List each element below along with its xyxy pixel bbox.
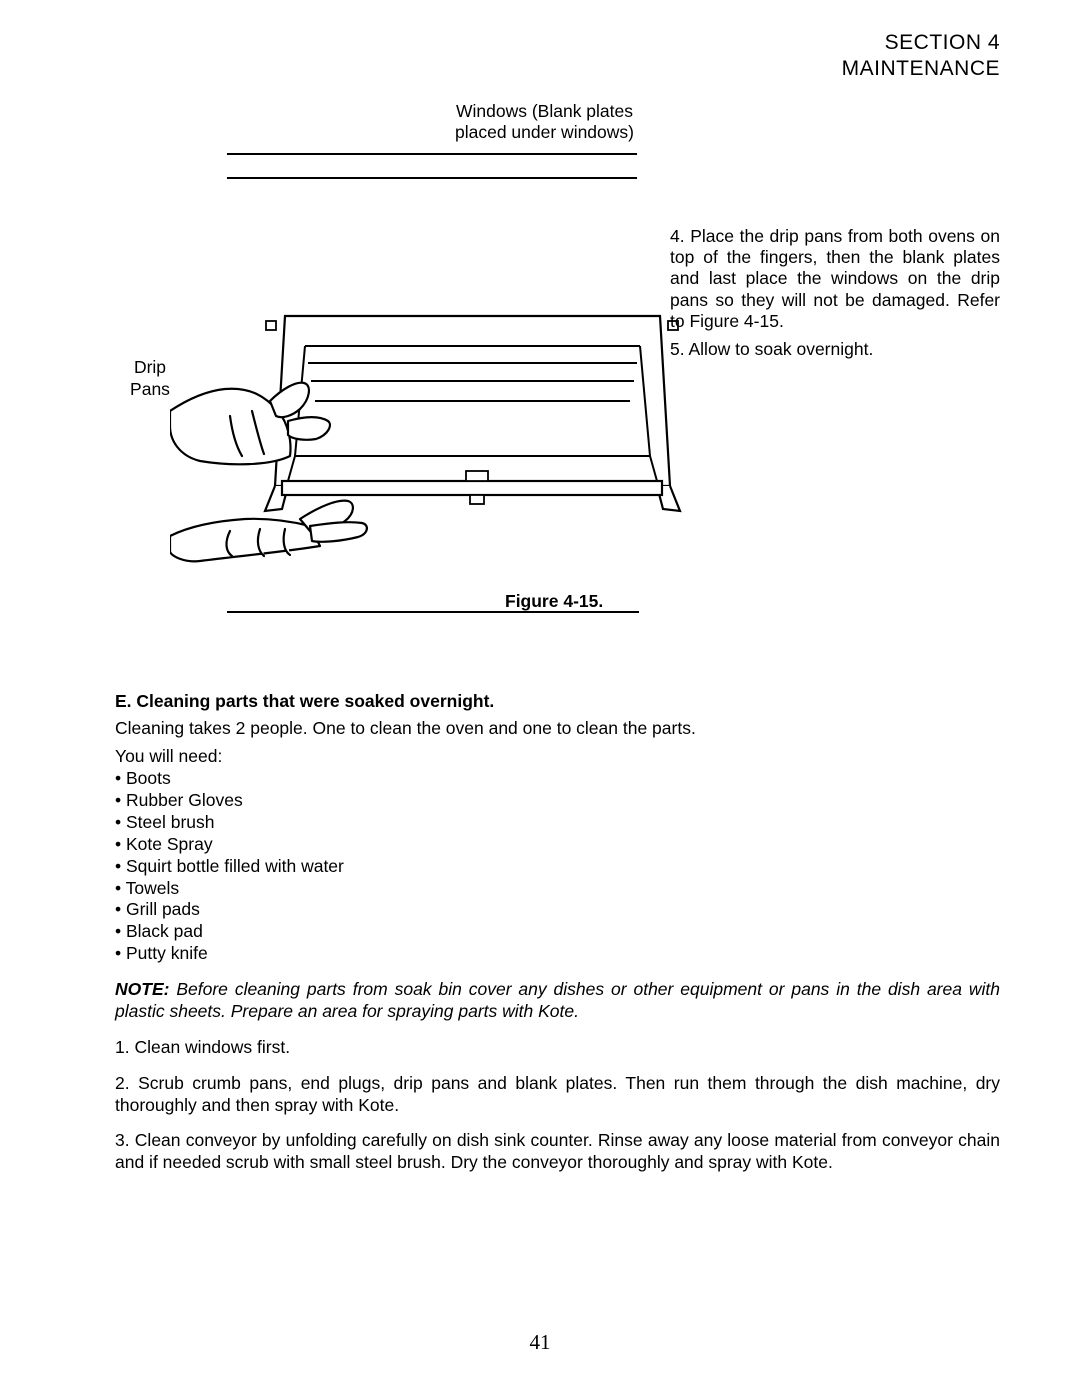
need-item: • Rubber Gloves (115, 790, 1000, 812)
step-1: 1. Clean windows first. (115, 1037, 1000, 1059)
right-para-2: 5. Allow to soak overnight. (670, 339, 1000, 360)
step-3: 3. Clean conveyor by unfolding carefully… (115, 1130, 1000, 1174)
right-para-1: 4. Place the drip pans from both ovens o… (670, 226, 1000, 333)
need-item: • Grill pads (115, 899, 1000, 921)
subsection-heading: E. Cleaning parts that were soaked overn… (115, 691, 1000, 713)
right-column: 4. Place the drip pans from both ovens o… (670, 226, 1000, 368)
section-header: SECTION 4 MAINTENANCE (115, 30, 1000, 83)
note-label: NOTE: (115, 979, 169, 999)
need-list: You will need: • Boots • Rubber Gloves •… (115, 746, 1000, 965)
drip-pan-illustration (170, 251, 690, 571)
page-number: 41 (0, 1330, 1080, 1355)
note-body: Before cleaning parts from soak bin cove… (115, 979, 1000, 1021)
need-item: • Kote Spray (115, 834, 1000, 856)
window-caption-l1: Windows (Blank plates (455, 101, 634, 123)
divider-line (227, 153, 637, 155)
divider-line (227, 611, 639, 613)
intro-paragraph: Cleaning takes 2 people. One to clean th… (115, 718, 1000, 740)
need-item: • Towels (115, 878, 1000, 900)
figure-caption: Figure 4-15. (505, 591, 603, 612)
need-item: • Black pad (115, 921, 1000, 943)
step-2: 2. Scrub crumb pans, end plugs, drip pan… (115, 1073, 1000, 1117)
window-caption: Windows (Blank plates placed under windo… (455, 101, 634, 145)
window-caption-l2: placed under windows) (455, 122, 634, 144)
need-item: • Steel brush (115, 812, 1000, 834)
body-text: E. Cleaning parts that were soaked overn… (115, 691, 1000, 1175)
need-item: • Boots (115, 768, 1000, 790)
note-paragraph: NOTE: Before cleaning parts from soak bi… (115, 979, 1000, 1023)
need-item: • Squirt bottle filled with water (115, 856, 1000, 878)
illustration-svg (170, 251, 690, 571)
divider-line (227, 177, 637, 179)
need-item: • Putty knife (115, 943, 1000, 965)
header-line2: MAINTENANCE (115, 56, 1000, 82)
header-line1: SECTION 4 (115, 30, 1000, 56)
figure-area: Windows (Blank plates placed under windo… (115, 101, 1000, 641)
page: SECTION 4 MAINTENANCE Windows (Blank pla… (115, 30, 1000, 1337)
need-label: You will need: (115, 746, 1000, 768)
